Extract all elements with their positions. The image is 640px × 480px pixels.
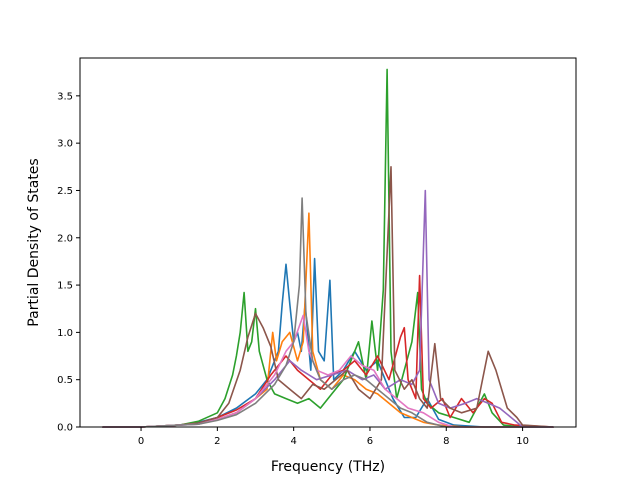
y-tick-label-3: 1.5 bbox=[57, 281, 73, 292]
x-axis-label: Frequency (THz) bbox=[271, 459, 385, 475]
y-axis-ticks: 0.0 0.5 1.0 1.5 2.0 2.5 3.0 3.5 bbox=[57, 91, 80, 434]
y-tick-label-0: 0.0 bbox=[57, 423, 73, 434]
x-tick-label-2: 4 bbox=[290, 436, 296, 447]
y-tick-label-1: 0.5 bbox=[57, 375, 73, 386]
x-axis-ticks: 0 2 4 6 8 10 bbox=[138, 427, 529, 447]
series-line-1 bbox=[102, 257, 554, 428]
x-tick-label-4: 8 bbox=[443, 436, 449, 447]
x-tick-label-3: 6 bbox=[367, 436, 373, 447]
y-tick-label-4: 2.0 bbox=[57, 233, 73, 244]
x-tick-label-5: 10 bbox=[516, 436, 529, 447]
y-tick-label-7: 3.5 bbox=[57, 91, 73, 102]
series-line-4 bbox=[102, 274, 554, 428]
y-axis-label: Partial Density of States bbox=[26, 158, 42, 326]
x-tick-label-1: 2 bbox=[214, 436, 220, 447]
plot-frame bbox=[79, 57, 577, 428]
y-tick-label-5: 2.5 bbox=[57, 186, 73, 197]
y-tick-label-2: 1.0 bbox=[57, 328, 73, 339]
series-line-8 bbox=[102, 197, 554, 428]
x-tick-label-0: 0 bbox=[138, 436, 144, 447]
y-tick-label-6: 3.0 bbox=[57, 139, 73, 150]
series-layer bbox=[102, 68, 554, 428]
plot-background bbox=[80, 58, 576, 427]
series-line-7 bbox=[102, 314, 554, 428]
series-line-6 bbox=[102, 166, 554, 428]
